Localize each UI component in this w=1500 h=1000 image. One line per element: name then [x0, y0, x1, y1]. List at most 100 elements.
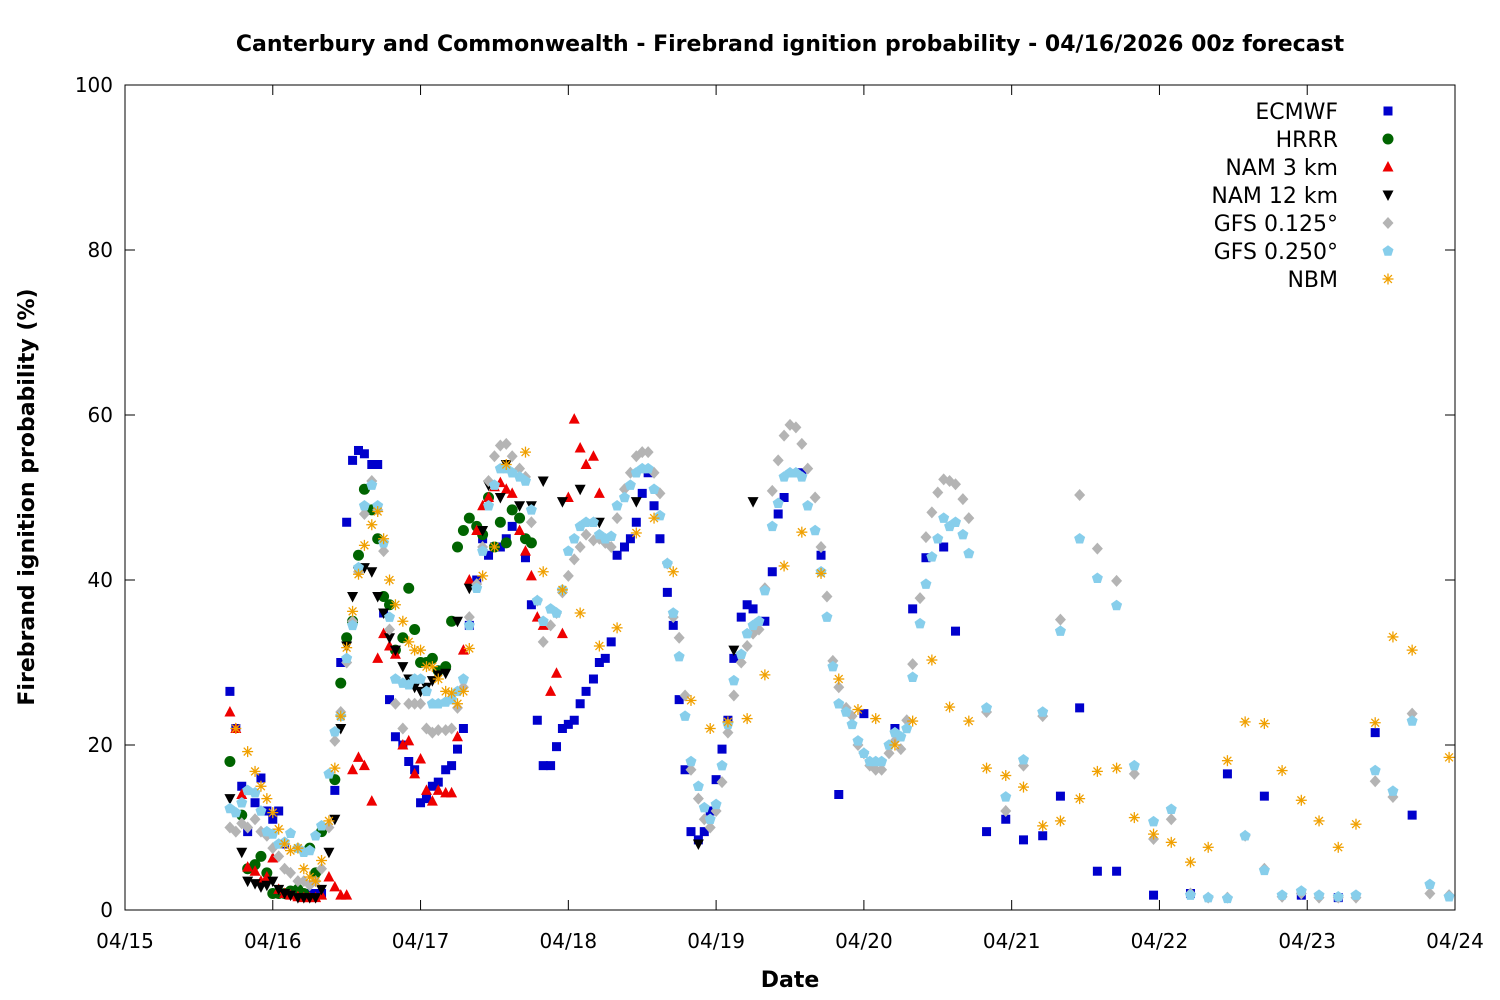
data-point [1387, 785, 1399, 796]
data-point [500, 483, 512, 494]
data-point [372, 499, 384, 511]
data-point [1000, 791, 1012, 802]
data-point [587, 450, 599, 461]
data-point [273, 850, 285, 863]
data-point [1111, 762, 1123, 774]
data-point [833, 673, 845, 685]
data-point [484, 550, 494, 560]
data-point [568, 553, 580, 566]
data-point [569, 715, 579, 725]
x-tick-label: 04/23 [1278, 929, 1336, 953]
data-point [920, 578, 932, 589]
data-point [680, 765, 690, 775]
data-point [378, 608, 390, 619]
data-point [852, 704, 864, 716]
data-point [920, 531, 932, 544]
data-point [667, 607, 679, 618]
data-point [631, 517, 641, 527]
data-point [1370, 728, 1380, 738]
data-point [625, 534, 635, 544]
data-point [447, 761, 457, 771]
data-point [348, 455, 358, 465]
data-point [674, 695, 684, 705]
data-point [500, 537, 512, 549]
data-point [728, 674, 740, 686]
x-axis-label: Date [761, 968, 820, 993]
data-point [895, 743, 907, 756]
data-point [963, 547, 975, 559]
data-point [352, 568, 364, 580]
data-point [982, 827, 992, 837]
legend-label: NAM 3 km [1225, 156, 1338, 181]
data-point [1332, 891, 1344, 902]
data-point [741, 640, 753, 652]
data-point [1054, 815, 1066, 827]
series-nam-12-km [224, 460, 759, 904]
data-point [525, 569, 537, 581]
data-point [1221, 755, 1233, 767]
x-tick-label: 04/21 [983, 929, 1041, 953]
data-point [323, 847, 335, 859]
data-point [981, 762, 993, 774]
data-point [1165, 813, 1177, 826]
data-point [736, 612, 746, 622]
data-point [458, 724, 468, 733]
data-point [1406, 644, 1418, 656]
data-point [427, 781, 437, 791]
data-point [563, 719, 573, 729]
y-tick-label: 60 [88, 403, 113, 427]
data-point [753, 615, 765, 626]
data-point [389, 645, 401, 657]
data-point [426, 661, 438, 673]
data-point [488, 479, 500, 490]
data-point [722, 716, 734, 728]
y-tick-label: 80 [88, 238, 113, 262]
data-point [699, 827, 709, 837]
data-point [284, 827, 297, 838]
y-tick-label: 20 [88, 733, 113, 757]
axis-ticks [124, 84, 1456, 911]
data-point [605, 541, 617, 553]
data-point [1258, 864, 1270, 876]
data-point [262, 806, 272, 816]
data-point [840, 706, 852, 717]
data-point [432, 784, 444, 795]
data-point [403, 582, 415, 594]
data-point [1369, 764, 1381, 776]
data-point [685, 755, 697, 767]
data-point [519, 545, 531, 556]
data-point [815, 541, 827, 553]
data-point [1369, 775, 1381, 788]
legend-label: GFS 0.250° [1214, 240, 1338, 265]
data-point [526, 600, 536, 610]
data-point [796, 526, 808, 538]
data-point [834, 790, 844, 799]
data-point [367, 460, 377, 469]
data-point [611, 499, 623, 511]
data-point [1128, 767, 1140, 780]
data-point [403, 697, 415, 710]
data-point [432, 724, 444, 737]
data-point [859, 709, 869, 719]
data-point [347, 619, 359, 631]
data-point [249, 765, 261, 777]
x-tick-label: 04/17 [392, 929, 450, 953]
data-point [815, 567, 827, 579]
data-point [426, 652, 438, 664]
data-point [236, 847, 248, 859]
data-point [1074, 489, 1086, 502]
data-point [876, 763, 888, 776]
data-point [593, 640, 605, 652]
data-point [821, 611, 833, 622]
data-point [692, 792, 704, 805]
data-point [358, 483, 370, 495]
x-tick-label: 04/15 [96, 929, 154, 953]
data-point [1295, 794, 1307, 806]
data-point [692, 839, 704, 850]
data-point [415, 644, 427, 656]
data-point [600, 653, 610, 663]
data-point [580, 458, 592, 469]
y-tick-label: 100 [75, 73, 113, 97]
data-point [397, 739, 409, 750]
